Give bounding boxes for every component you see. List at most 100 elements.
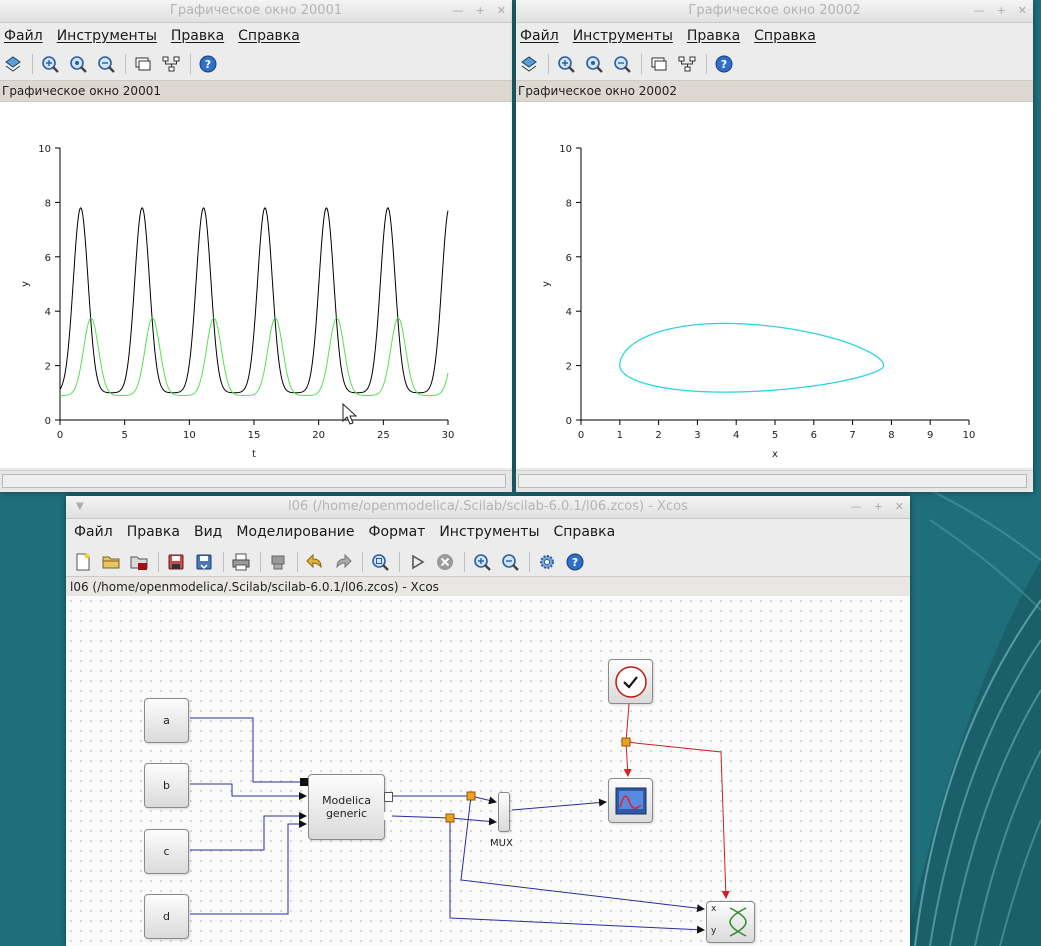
constant-block-a[interactable]: a: [144, 698, 189, 743]
setup-icon[interactable]: [536, 551, 558, 573]
menu-help[interactable]: Справка: [754, 28, 816, 44]
menu-edit[interactable]: Правка: [170, 28, 225, 44]
save-as-icon[interactable]: [193, 551, 215, 573]
edit-icon[interactable]: [160, 53, 182, 75]
menu-format[interactable]: Формат: [368, 524, 426, 540]
data-link-c[interactable]: [190, 812, 307, 851]
y-tick-label: 8: [45, 198, 51, 209]
zoom-out-icon[interactable]: [95, 53, 117, 75]
fit-diagram-icon[interactable]: [369, 551, 391, 573]
diagram-canvas[interactable]: a b c d Modelica generic MUX x y: [66, 596, 910, 946]
close-icon[interactable]: ✕: [1017, 4, 1027, 17]
zoom-in-icon[interactable]: [555, 53, 577, 75]
toolbar: ?: [0, 50, 512, 78]
y-tick-label: 4: [45, 307, 51, 318]
window-titlebar[interactable]: ▼ l06 (/home/openmodelica/.Scilab/scilab…: [66, 496, 910, 519]
zoom-in-icon[interactable]: [471, 551, 493, 573]
data-link-mux-scope[interactable]: [511, 798, 607, 811]
save-icon[interactable]: [165, 551, 187, 573]
event-link-clock-xy[interactable]: [625, 741, 730, 899]
datatip-icon[interactable]: [132, 53, 154, 75]
x-tick-label: 3: [694, 430, 700, 441]
rotate-icon[interactable]: [518, 53, 540, 75]
menu-help[interactable]: Справка: [238, 28, 300, 44]
y-tick-label: 0: [45, 416, 51, 427]
window-titlebar[interactable]: Графическое окно 20002 — + ✕: [516, 0, 1033, 23]
phase-orbit: [619, 322, 885, 393]
data-link-d[interactable]: [190, 820, 307, 915]
window-title: Графическое окно 20002: [688, 3, 861, 18]
plot-area[interactable]: 0 1 2 3 4 5 6 7 8 9 10 0 2 4 6 8 10 x y: [516, 102, 1033, 468]
maximize-icon[interactable]: +: [873, 500, 883, 513]
close-icon[interactable]: ✕: [496, 4, 506, 17]
data-link-modelica-out2[interactable]: [391, 815, 497, 826]
open-in-scilab-icon[interactable]: [128, 551, 150, 573]
menu-help[interactable]: Справка: [553, 524, 616, 540]
zoom-out-icon[interactable]: [611, 53, 633, 75]
window-titlebar[interactable]: Графическое окно 20001 — + ✕: [0, 0, 512, 23]
zoom-fit-icon[interactable]: [583, 53, 605, 75]
data-link-split-x[interactable]: [460, 795, 705, 913]
menu-tools[interactable]: Инструменты: [56, 28, 157, 44]
y-tick-label: 6: [45, 253, 51, 264]
mux-block[interactable]: [498, 792, 510, 832]
menu-file[interactable]: Файл: [520, 28, 559, 44]
clock-block[interactable]: [608, 659, 653, 704]
minimize-icon[interactable]: —: [452, 4, 464, 17]
minimize-icon[interactable]: —: [850, 500, 862, 513]
plot-area[interactable]: 0 5 10 15 20 25 30 0 2 4 6 8 10 t y: [0, 102, 512, 468]
phase-portrait-plot[interactable]: 0 1 2 3 4 5 6 7 8 9 10 0 2 4 6 8 10 x y: [516, 102, 1033, 468]
graphic-window-20001[interactable]: Графическое окно 20001 — + ✕ Файл Инстру…: [0, 0, 512, 492]
help-icon[interactable]: ?: [564, 551, 586, 573]
constant-block-c[interactable]: c: [144, 829, 189, 874]
open-icon[interactable]: [100, 551, 122, 573]
datatip-icon[interactable]: [648, 53, 670, 75]
menu-file[interactable]: Файл: [4, 28, 43, 44]
print-icon[interactable]: [230, 551, 252, 573]
rotate-icon[interactable]: [2, 53, 24, 75]
constant-block-d[interactable]: d: [144, 894, 189, 939]
y-axis-label: y: [20, 281, 31, 287]
menu-edit[interactable]: Правка: [126, 524, 180, 540]
graphic-window-20002[interactable]: Графическое окно 20002 — + ✕ Файл Инстру…: [516, 0, 1033, 492]
menu-edit[interactable]: Правка: [686, 28, 741, 44]
zoom-out-icon[interactable]: [499, 551, 521, 573]
window-menu-icon[interactable]: ▼: [76, 501, 84, 512]
data-link-split-y[interactable]: [449, 818, 705, 934]
cscopxy-block[interactable]: x y: [706, 901, 755, 943]
new-icon[interactable]: [72, 551, 94, 573]
start-icon[interactable]: [406, 551, 428, 573]
toolbar: ?: [66, 548, 910, 576]
edit-icon[interactable]: [676, 53, 698, 75]
stop-icon[interactable]: [434, 551, 456, 573]
menu-view[interactable]: Вид: [193, 524, 223, 540]
menu-simulation[interactable]: Моделирование: [236, 524, 355, 540]
x-tick-label: 4: [733, 430, 739, 441]
close-icon[interactable]: ✕: [894, 500, 904, 513]
data-link-modelica-out1[interactable]: [392, 795, 497, 805]
split-point: [466, 791, 476, 801]
menu-tools[interactable]: Инструменты: [439, 524, 540, 540]
data-link-b[interactable]: [190, 783, 307, 800]
maximize-icon[interactable]: +: [475, 4, 485, 17]
zoom-fit-icon[interactable]: [67, 53, 89, 75]
menu-tools[interactable]: Инструменты: [572, 28, 673, 44]
export-icon[interactable]: [267, 551, 289, 573]
modelica-generic-block[interactable]: Modelica generic: [308, 774, 385, 840]
help-icon[interactable]: ?: [713, 53, 735, 75]
time-series-plot[interactable]: 0 5 10 15 20 25 30 0 2 4 6 8 10 t y: [0, 102, 512, 468]
data-link-a[interactable]: [190, 717, 306, 783]
block-label: generic: [325, 807, 368, 820]
cscope-block[interactable]: [608, 778, 653, 823]
xcos-window[interactable]: ▼ l06 (/home/openmodelica/.Scilab/scilab…: [66, 496, 910, 946]
zoom-in-icon[interactable]: [39, 53, 61, 75]
undo-icon[interactable]: [304, 551, 326, 573]
y-tick-label: 8: [566, 198, 572, 209]
help-icon[interactable]: ?: [197, 53, 219, 75]
minimize-icon[interactable]: —: [973, 4, 985, 17]
redo-icon[interactable]: [332, 551, 354, 573]
menu-file[interactable]: Файл: [74, 524, 113, 540]
y-tick-label: 10: [38, 144, 51, 155]
maximize-icon[interactable]: +: [996, 4, 1006, 17]
constant-block-b[interactable]: b: [144, 763, 189, 808]
